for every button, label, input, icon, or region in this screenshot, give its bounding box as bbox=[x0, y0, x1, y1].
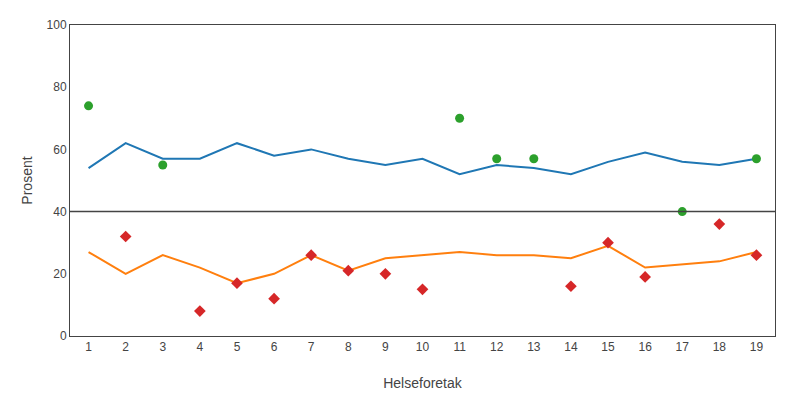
svg-text:13: 13 bbox=[527, 340, 541, 354]
svg-text:8: 8 bbox=[345, 340, 352, 354]
svg-text:7: 7 bbox=[308, 340, 315, 354]
svg-text:11: 11 bbox=[453, 340, 466, 354]
svg-text:5: 5 bbox=[234, 340, 241, 354]
svg-text:12: 12 bbox=[490, 340, 504, 354]
svg-text:4: 4 bbox=[197, 340, 204, 354]
svg-text:0: 0 bbox=[60, 329, 67, 343]
svg-text:100: 100 bbox=[47, 18, 67, 32]
svg-text:80: 80 bbox=[53, 80, 67, 94]
svg-text:6: 6 bbox=[271, 340, 278, 354]
svg-text:18: 18 bbox=[713, 340, 727, 354]
svg-text:9: 9 bbox=[382, 340, 389, 354]
svg-text:Prosent: Prosent bbox=[19, 156, 35, 204]
svg-text:19: 19 bbox=[750, 340, 764, 354]
svg-text:16: 16 bbox=[638, 340, 652, 354]
svg-text:3: 3 bbox=[159, 340, 166, 354]
svg-text:40: 40 bbox=[53, 205, 67, 219]
svg-text:10: 10 bbox=[416, 340, 430, 354]
svg-text:14: 14 bbox=[564, 340, 578, 354]
svg-text:17: 17 bbox=[676, 340, 690, 354]
svg-text:60: 60 bbox=[53, 143, 67, 157]
svg-text:1: 1 bbox=[85, 340, 92, 354]
svg-text:15: 15 bbox=[601, 340, 615, 354]
svg-text:Helseforetak: Helseforetak bbox=[383, 375, 463, 391]
svg-text:20: 20 bbox=[53, 267, 67, 281]
svg-text:2: 2 bbox=[122, 340, 129, 354]
